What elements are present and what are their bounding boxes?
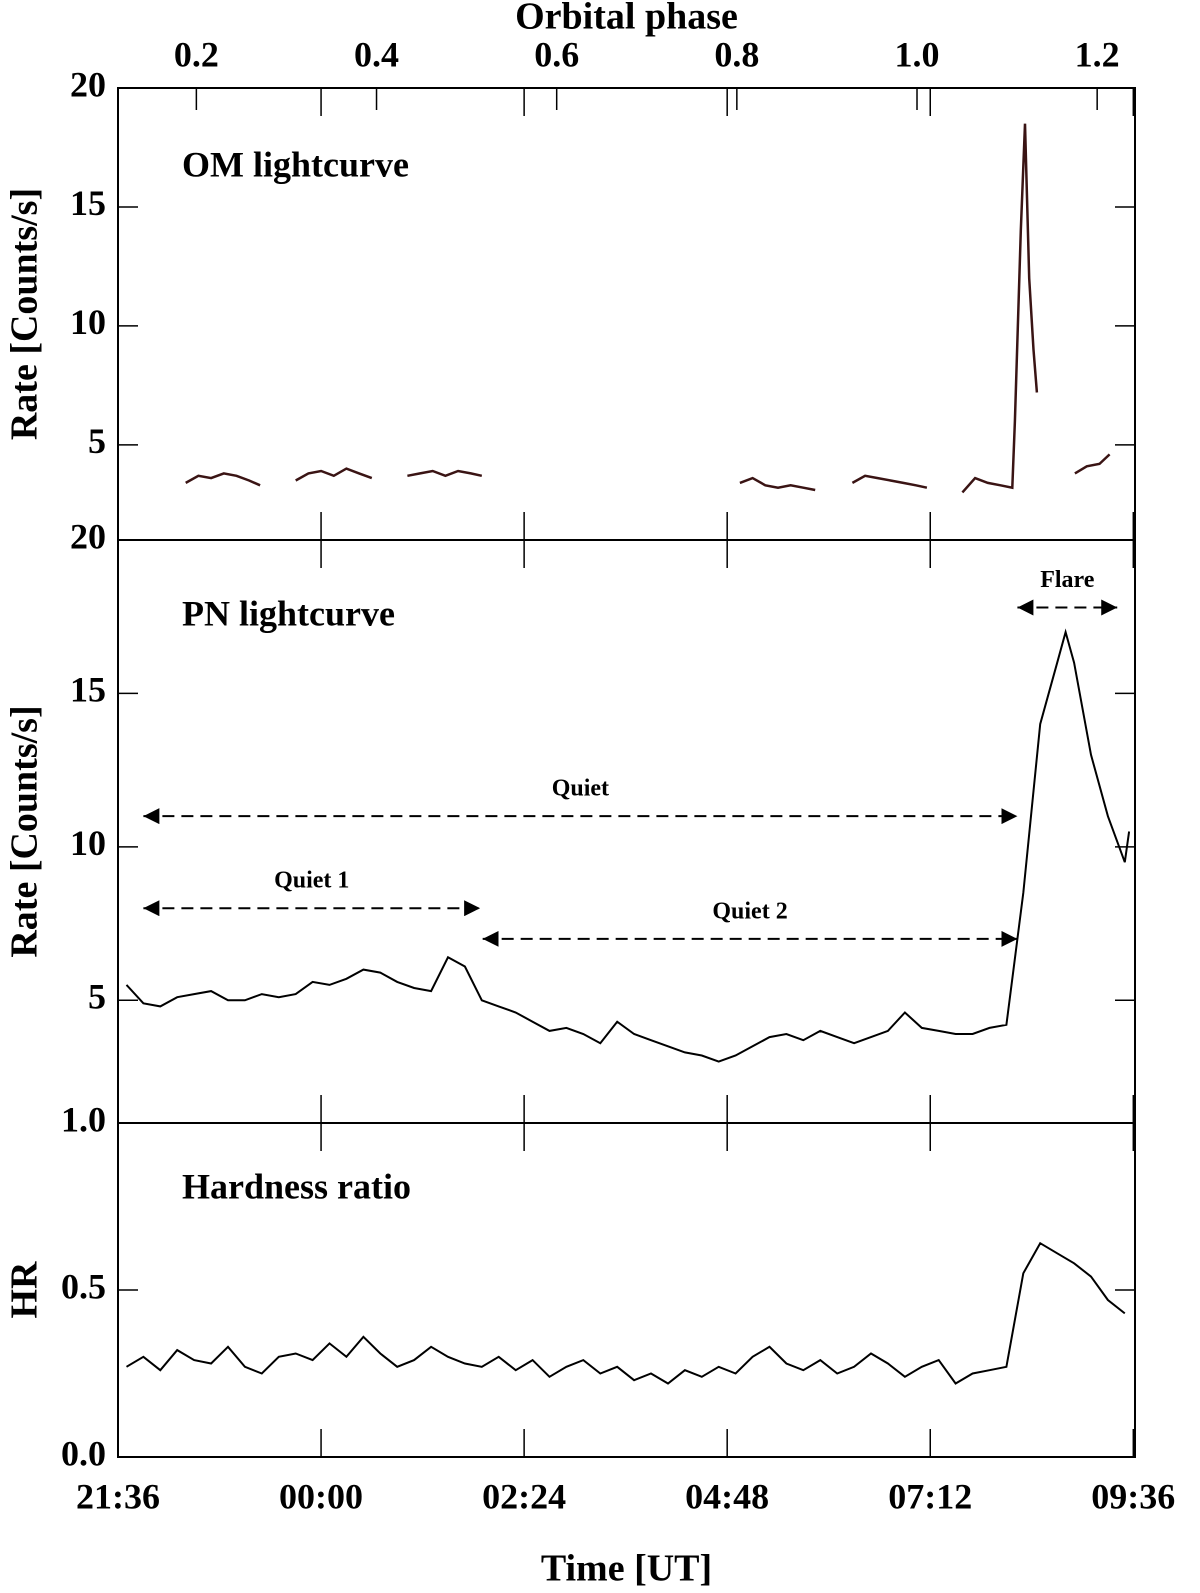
y-tick-label: 10 [70, 302, 106, 342]
x2-tick-label: 0.2 [174, 34, 219, 74]
panel-title: Hardness ratio [182, 1166, 411, 1206]
range-label: Quiet 1 [274, 868, 349, 894]
x2-tick-label: 0.8 [714, 34, 759, 74]
range-label: Quiet [552, 776, 609, 802]
x-tick-label: 21:36 [76, 1476, 160, 1516]
x2-axis-label: Orbital phase [515, 0, 738, 38]
y-tick-label: 0.5 [61, 1266, 106, 1306]
y-tick-label: 10 [70, 823, 106, 863]
y-axis-label: Rate [Counts/s] [4, 188, 46, 440]
y-tick-label: 20 [70, 64, 106, 104]
range-label: Flare [1040, 567, 1095, 593]
y-tick-label: 1.0 [61, 1099, 106, 1139]
x-tick-label: 02:24 [482, 1476, 566, 1516]
x-tick-label: 07:12 [888, 1476, 972, 1516]
data-line [185, 123, 1111, 494]
y-tick-label: 5 [88, 977, 106, 1017]
x-tick-label: 04:48 [685, 1476, 769, 1516]
x2-tick-label: 1.0 [895, 34, 940, 74]
y-tick-label: 5 [88, 421, 106, 461]
panel-title: PN lightcurve [182, 593, 395, 633]
x-tick-label: 00:00 [279, 1476, 363, 1516]
y-axis-label: Rate [Counts/s] [4, 705, 46, 957]
y-tick-label: 15 [70, 670, 106, 710]
x2-tick-label: 1.2 [1075, 34, 1120, 74]
x-tick-label: 09:36 [1091, 1476, 1175, 1516]
data-line [125, 628, 1131, 1063]
panel-title: OM lightcurve [182, 144, 409, 184]
x2-tick-label: 0.4 [354, 34, 399, 74]
range-label: Quiet 2 [712, 898, 787, 924]
data-line [125, 1241, 1126, 1385]
y-tick-label: 15 [70, 183, 106, 223]
y-axis-label: HR [4, 1261, 46, 1319]
y-tick-label: 0.0 [61, 1433, 106, 1473]
x-axis-label: Time [UT] [541, 1548, 712, 1590]
x2-tick-label: 0.6 [534, 34, 579, 74]
y-tick-label: 20 [70, 516, 106, 556]
